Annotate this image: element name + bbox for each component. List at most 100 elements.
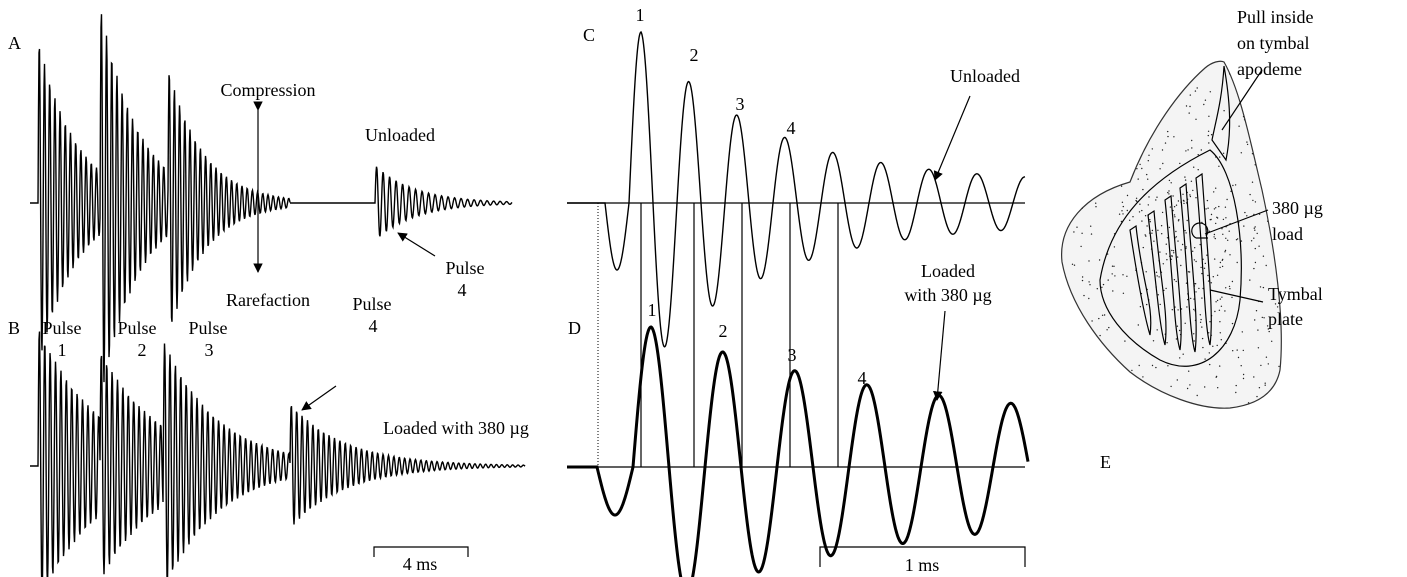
dot bbox=[1060, 388, 1061, 389]
dot bbox=[1161, 233, 1163, 235]
dot bbox=[1185, 105, 1188, 107]
dot bbox=[1210, 282, 1213, 284]
dot bbox=[1256, 395, 1258, 398]
dot bbox=[1171, 255, 1173, 258]
peak-label: 3 bbox=[788, 345, 797, 365]
dot bbox=[1274, 303, 1277, 305]
dot bbox=[1204, 358, 1206, 360]
dot bbox=[1215, 301, 1217, 303]
dot bbox=[1165, 243, 1168, 245]
dot bbox=[1146, 125, 1149, 128]
dot bbox=[1178, 329, 1181, 332]
dot bbox=[1149, 219, 1151, 221]
dot bbox=[1219, 321, 1221, 323]
dot bbox=[1268, 137, 1270, 139]
dot bbox=[1201, 272, 1203, 275]
dot bbox=[1234, 184, 1237, 186]
dot bbox=[1189, 194, 1191, 196]
dot bbox=[1138, 96, 1141, 98]
dot bbox=[1204, 99, 1207, 101]
dot bbox=[1260, 364, 1262, 367]
dot bbox=[1283, 189, 1284, 190]
dot bbox=[1219, 298, 1222, 300]
dot bbox=[1215, 376, 1217, 378]
dot bbox=[1243, 225, 1245, 227]
label: 1 bbox=[58, 340, 67, 360]
dot bbox=[1187, 149, 1189, 151]
dot bbox=[1254, 226, 1256, 228]
dot bbox=[1079, 69, 1082, 72]
dot bbox=[1151, 364, 1154, 367]
dot bbox=[1096, 288, 1099, 290]
dot bbox=[1253, 110, 1255, 113]
dot bbox=[1141, 167, 1143, 170]
dot bbox=[1288, 249, 1289, 250]
dot bbox=[1071, 389, 1074, 391]
dot bbox=[1127, 393, 1129, 395]
dot bbox=[1142, 188, 1144, 191]
dot bbox=[1215, 187, 1217, 189]
dot bbox=[1080, 87, 1082, 89]
label: Unloaded bbox=[950, 66, 1020, 86]
dot bbox=[1184, 176, 1186, 178]
dot bbox=[1100, 57, 1101, 58]
dot bbox=[1200, 149, 1203, 151]
dot bbox=[1219, 332, 1222, 334]
dot bbox=[1071, 196, 1073, 198]
dot bbox=[1190, 297, 1192, 300]
dot bbox=[1099, 334, 1101, 337]
dot bbox=[1224, 310, 1226, 312]
dot bbox=[1063, 378, 1066, 380]
dot bbox=[1277, 102, 1280, 104]
dot bbox=[1277, 164, 1280, 167]
dot bbox=[1269, 181, 1272, 183]
dot bbox=[1103, 314, 1106, 316]
dot bbox=[1098, 317, 1100, 320]
dot bbox=[1228, 61, 1230, 64]
dot bbox=[1175, 230, 1177, 233]
dot bbox=[1079, 84, 1082, 87]
label: Loaded bbox=[921, 261, 975, 281]
dot bbox=[1118, 213, 1121, 215]
dot bbox=[1058, 256, 1059, 257]
dot bbox=[1102, 283, 1105, 286]
dot bbox=[1201, 297, 1203, 299]
dot bbox=[1145, 271, 1147, 273]
dot bbox=[1209, 363, 1211, 366]
dot bbox=[1213, 208, 1216, 210]
dot bbox=[1202, 346, 1204, 349]
dot bbox=[1216, 274, 1219, 276]
dot bbox=[1258, 245, 1260, 247]
dot bbox=[1192, 189, 1194, 192]
dot bbox=[1251, 94, 1254, 96]
dot bbox=[1200, 318, 1202, 321]
dot bbox=[1188, 370, 1190, 372]
dot bbox=[1072, 200, 1075, 203]
dot bbox=[1079, 188, 1081, 190]
dot bbox=[1113, 246, 1116, 248]
dot bbox=[1087, 365, 1089, 367]
dot bbox=[1173, 214, 1176, 216]
dot bbox=[1061, 138, 1063, 141]
dot bbox=[1168, 179, 1171, 182]
dot bbox=[1126, 94, 1129, 97]
dot bbox=[1218, 205, 1220, 208]
dot bbox=[1254, 261, 1257, 264]
dot bbox=[1151, 58, 1152, 59]
arrow bbox=[933, 95, 971, 181]
dot bbox=[1224, 249, 1227, 252]
dot bbox=[1247, 402, 1250, 404]
leader bbox=[1221, 69, 1263, 131]
panel-letter: B bbox=[8, 318, 20, 338]
dot bbox=[1125, 409, 1126, 410]
label: 4 bbox=[369, 316, 378, 336]
dot bbox=[1151, 148, 1154, 150]
dot bbox=[1129, 381, 1132, 383]
dot bbox=[1217, 387, 1219, 389]
dot bbox=[1106, 329, 1108, 331]
dot bbox=[1168, 190, 1170, 192]
dot bbox=[1111, 382, 1114, 384]
dot bbox=[1144, 234, 1146, 236]
dot bbox=[1175, 280, 1177, 283]
dot bbox=[1129, 378, 1132, 380]
